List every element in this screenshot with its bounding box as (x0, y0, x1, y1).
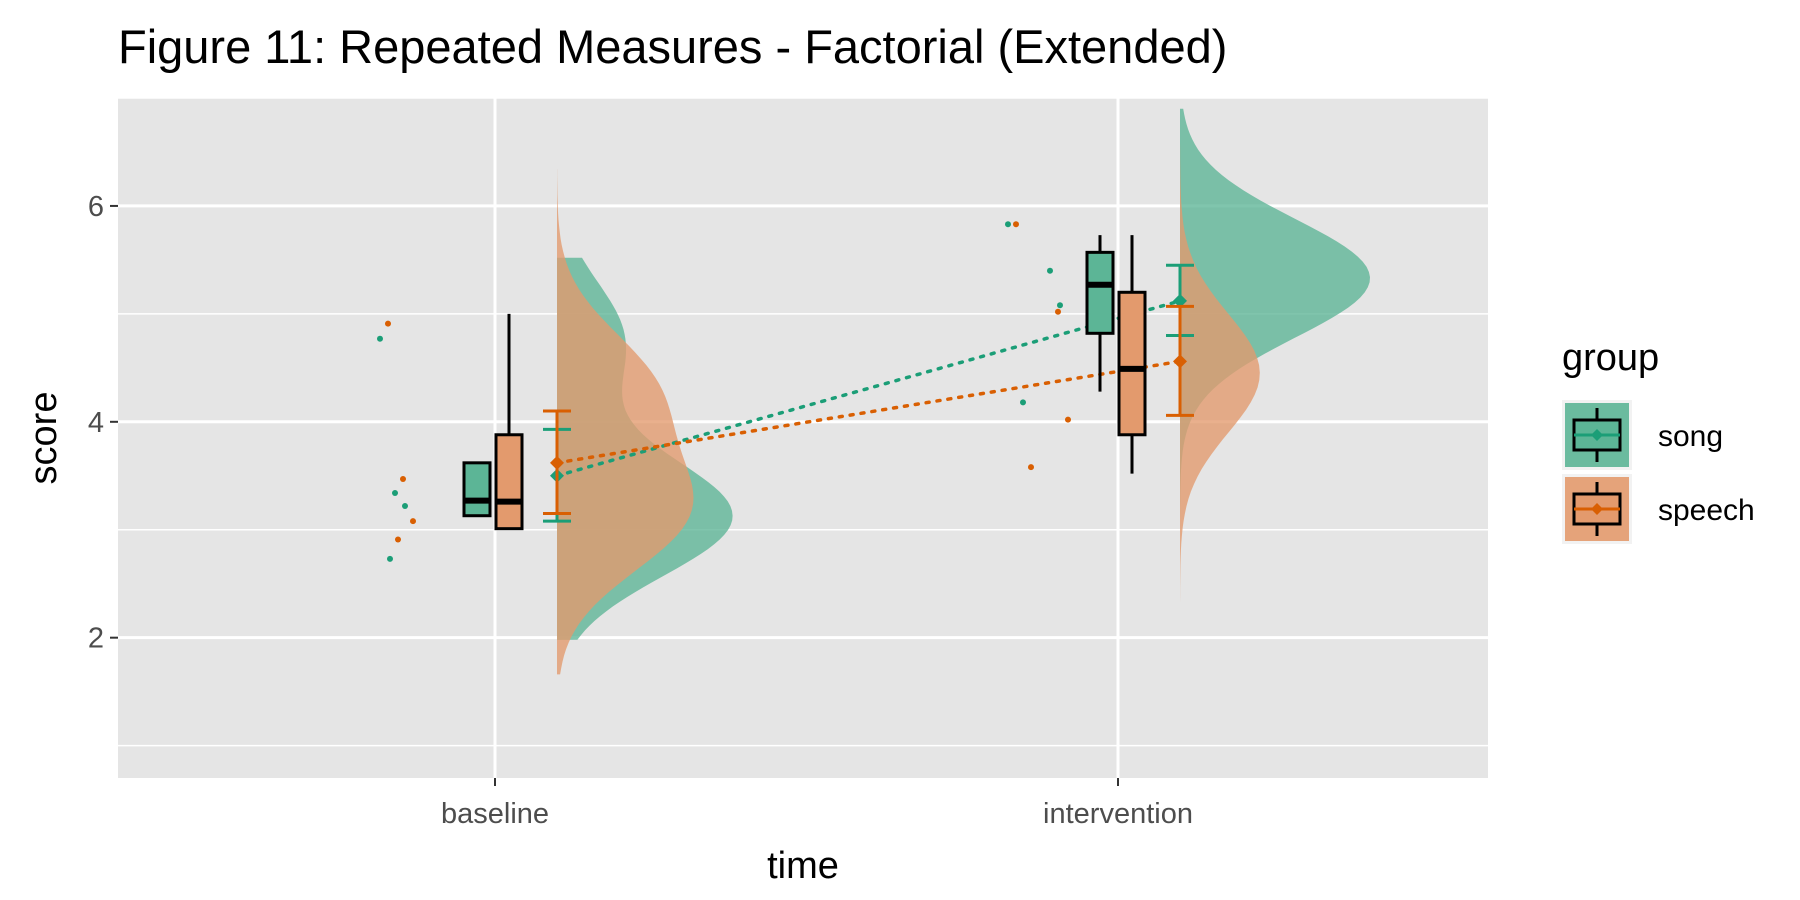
data-point-song (1005, 221, 1011, 228)
density-speech-baseline (557, 169, 694, 675)
legend-label-song: song (1658, 420, 1723, 453)
data-point-speech (1055, 308, 1061, 315)
mean-line-song (555, 299, 1182, 478)
data-point-song (377, 335, 383, 342)
chart-title: Figure 11: Repeated Measures - Factorial… (118, 20, 1227, 73)
density-song-intervention (1180, 108, 1370, 517)
legend-key-marker-speech (1591, 503, 1603, 515)
legend-key-marker-song (1591, 429, 1603, 441)
mean-marker-speech (1173, 354, 1187, 369)
plot-panel (118, 98, 1488, 778)
points-layer (377, 221, 1071, 562)
data-point-speech (1065, 416, 1071, 423)
y-tick-label: 2 (88, 623, 104, 655)
data-point-speech (385, 320, 391, 327)
box-layer (462, 235, 1147, 531)
ci-layer (543, 263, 1194, 523)
data-point-song (1047, 267, 1053, 274)
legend-label-speech: speech (1658, 494, 1755, 527)
density-speech-intervention (1180, 98, 1260, 692)
data-point-speech (410, 518, 416, 525)
data-point-song (392, 490, 398, 497)
box-song-baseline (462, 461, 492, 518)
data-point-song (1020, 399, 1026, 406)
data-point-speech (400, 476, 406, 483)
axes-layer: 2 4 6 baseline intervention (88, 191, 1193, 830)
y-axis-title: score (23, 392, 65, 485)
data-point-speech (395, 536, 401, 543)
data-point-speech (1028, 464, 1034, 471)
data-point-song (402, 503, 408, 509)
x-tick-label: baseline (441, 798, 549, 830)
y-tick-label: 6 (88, 191, 104, 223)
box-speech-baseline (494, 433, 524, 531)
grid-layer (118, 97, 1488, 778)
data-point-song (1057, 302, 1063, 309)
box-song-intervention (1085, 250, 1115, 335)
box-speech-intervention (1117, 290, 1147, 437)
x-axis-title: time (767, 845, 839, 887)
y-tick-label: 4 (88, 407, 104, 439)
mean-line-layer (555, 299, 1182, 478)
data-point-speech (1013, 221, 1019, 228)
x-tick-label: intervention (1043, 798, 1193, 830)
legend-title: group (1562, 337, 1659, 379)
data-point-song (387, 555, 393, 562)
legend: group song speech (1562, 337, 1755, 544)
mean-marker-song (1173, 293, 1187, 308)
mean-marker-speech (550, 455, 564, 470)
